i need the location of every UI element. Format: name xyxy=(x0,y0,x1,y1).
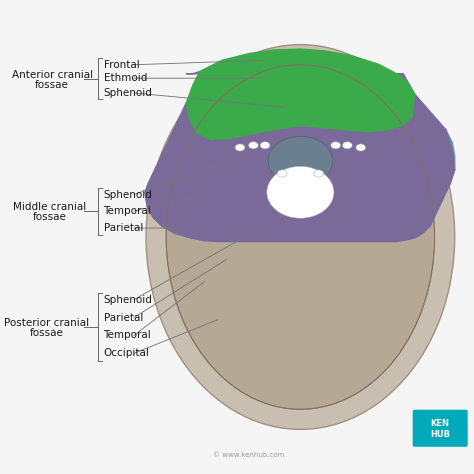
FancyBboxPatch shape xyxy=(413,410,468,447)
Text: KEN: KEN xyxy=(431,419,450,428)
Text: Sphenoid: Sphenoid xyxy=(103,190,153,200)
Text: Anterior cranial: Anterior cranial xyxy=(11,70,92,80)
Text: HUB: HUB xyxy=(430,430,450,439)
Text: Occipital: Occipital xyxy=(103,348,149,358)
Polygon shape xyxy=(186,49,414,139)
Text: fossae: fossae xyxy=(35,80,69,90)
Ellipse shape xyxy=(248,142,258,149)
Ellipse shape xyxy=(166,65,435,409)
Text: Posterior cranial: Posterior cranial xyxy=(4,318,89,328)
Text: Temporal: Temporal xyxy=(103,330,151,340)
Polygon shape xyxy=(145,72,455,241)
Text: Sphenoid: Sphenoid xyxy=(103,88,153,98)
Text: Parietal: Parietal xyxy=(103,223,143,233)
Ellipse shape xyxy=(314,170,324,177)
Ellipse shape xyxy=(356,144,366,151)
Text: © www.kenhub.com: © www.kenhub.com xyxy=(213,452,284,458)
Text: Middle cranial: Middle cranial xyxy=(13,202,86,212)
Text: Ethmoid: Ethmoid xyxy=(103,73,147,83)
Ellipse shape xyxy=(277,170,287,177)
Ellipse shape xyxy=(267,166,334,218)
Text: Temporal: Temporal xyxy=(103,206,151,216)
Text: fossae: fossae xyxy=(30,328,64,338)
Polygon shape xyxy=(145,117,455,241)
Ellipse shape xyxy=(342,142,352,149)
Ellipse shape xyxy=(235,144,245,151)
Ellipse shape xyxy=(260,142,270,149)
Text: fossae: fossae xyxy=(33,212,67,222)
Ellipse shape xyxy=(146,45,455,429)
Text: Sphenoid: Sphenoid xyxy=(103,295,153,305)
Ellipse shape xyxy=(331,142,341,149)
Text: Frontal: Frontal xyxy=(103,60,139,70)
Text: Parietal: Parietal xyxy=(103,312,143,322)
Ellipse shape xyxy=(268,137,333,185)
